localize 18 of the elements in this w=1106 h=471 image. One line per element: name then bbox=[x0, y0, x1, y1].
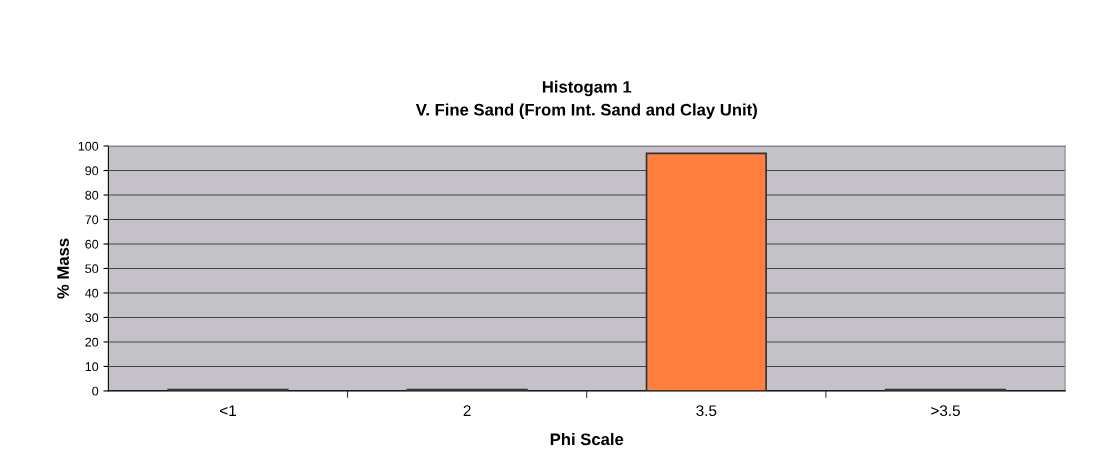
y-tick-label: 80 bbox=[85, 190, 99, 200]
x-axis-title: Phi Scale bbox=[550, 432, 624, 446]
y-tick-label: 10 bbox=[85, 362, 99, 372]
x-tick-label: 3.5 bbox=[696, 405, 717, 417]
y-tick-label: 20 bbox=[85, 337, 99, 347]
y-tick-label: 60 bbox=[85, 239, 99, 249]
y-tick-label: 0 bbox=[92, 386, 99, 396]
y-tick-label: 70 bbox=[85, 215, 99, 225]
x-tick-label: 2 bbox=[463, 405, 471, 416]
chart-title: Histogam 1 V. Fine Sand (From Int. Sand and Clay Unit) bbox=[415, 80, 757, 119]
y-axis-title: % Mass bbox=[57, 238, 69, 299]
x-tick-label: >3.5 bbox=[931, 405, 960, 417]
y-tick-label: 30 bbox=[85, 313, 99, 323]
y-tick-label: 90 bbox=[85, 166, 99, 176]
y-tick-label: 100 bbox=[78, 141, 99, 151]
y-tick-label: 50 bbox=[85, 264, 99, 274]
y-tick-label: 40 bbox=[85, 288, 99, 298]
x-tick-label: <1 bbox=[220, 405, 236, 416]
